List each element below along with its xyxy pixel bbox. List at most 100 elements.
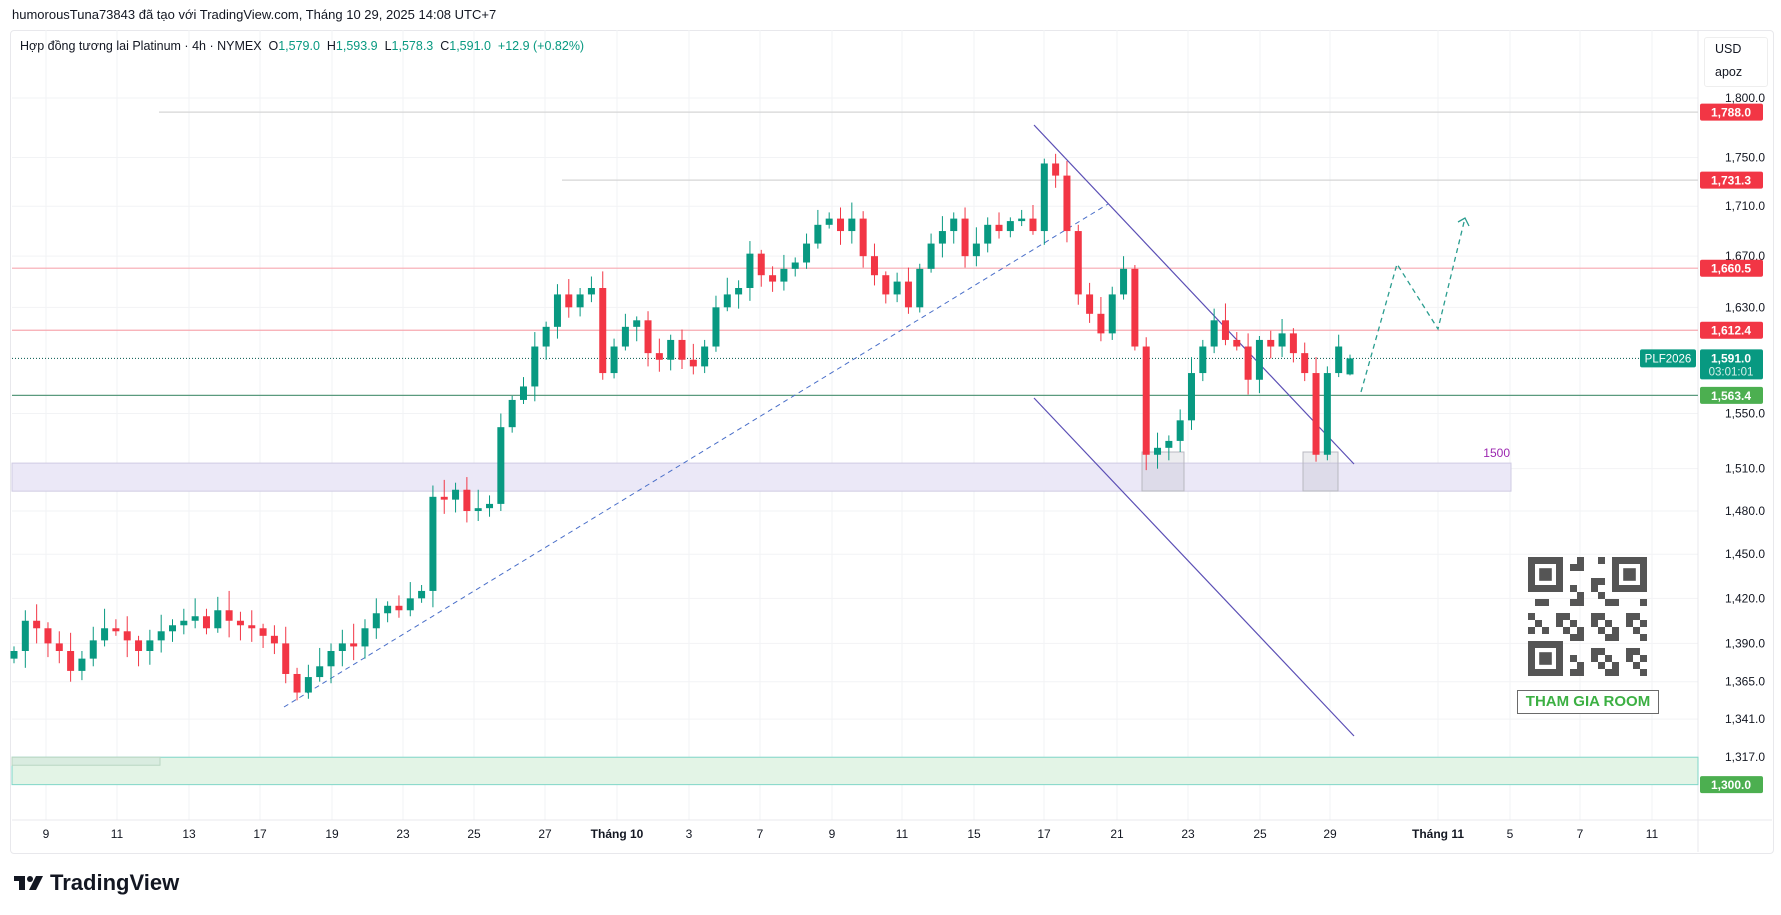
- candle-body: [995, 224, 1003, 232]
- x-tick-label: 7: [757, 827, 764, 841]
- unit-label[interactable]: apoz: [1715, 65, 1743, 79]
- qr-code-icon: [1528, 557, 1647, 676]
- price-label-bg: [1700, 349, 1763, 380]
- qr-module: [1633, 662, 1640, 669]
- candle-body: [33, 620, 41, 629]
- qr-finder-core: [1539, 652, 1552, 665]
- qr-finder-core: [1539, 568, 1552, 581]
- candle: [893, 272, 901, 303]
- candle: [508, 395, 516, 433]
- candle: [870, 243, 878, 286]
- candle-body: [10, 651, 18, 659]
- x-tick-label: 11: [111, 827, 124, 841]
- qr-module: [1598, 592, 1605, 599]
- candle: [780, 254, 788, 291]
- candle: [1063, 161, 1071, 243]
- candle: [1052, 153, 1060, 188]
- candle: [1323, 366, 1331, 461]
- currency-label[interactable]: USD: [1715, 42, 1742, 56]
- candle-body: [21, 620, 29, 652]
- candle-body: [950, 218, 958, 232]
- join-room-button[interactable]: THAM GIA ROOM: [1517, 690, 1659, 714]
- candle: [1187, 357, 1195, 430]
- candle: [123, 616, 131, 658]
- candle: [112, 619, 120, 636]
- candle-body: [803, 243, 811, 263]
- candle: [859, 211, 867, 268]
- candle-body: [1278, 333, 1286, 347]
- qr-module: [1577, 564, 1584, 571]
- candle-body: [1131, 268, 1139, 347]
- candle-body: [893, 281, 901, 295]
- qr-module: [1563, 627, 1570, 634]
- candle: [372, 598, 380, 639]
- candle-body: [1052, 163, 1060, 176]
- x-tick-label: 13: [182, 827, 196, 841]
- candle: [1097, 296, 1105, 342]
- candle: [1335, 334, 1343, 378]
- price-label-support: 1,563.4: [1711, 389, 1751, 403]
- x-tick-label: 3: [686, 827, 693, 841]
- candle-body: [678, 339, 686, 360]
- candle: [542, 321, 550, 360]
- currency-unit-box[interactable]: USD apoz: [1704, 37, 1768, 87]
- candle-body: [769, 275, 777, 282]
- candle: [735, 280, 743, 309]
- x-tick-label: 15: [967, 827, 981, 841]
- symbol-name[interactable]: Hợp đồng tương lai Platinum · 4h · NYMEX: [20, 39, 262, 53]
- qr-module: [1570, 634, 1577, 641]
- qr-module: [1563, 613, 1570, 620]
- candle: [214, 596, 222, 633]
- candle: [497, 413, 505, 512]
- x-tick-label: Tháng 10: [591, 827, 644, 841]
- candle-body: [497, 427, 505, 504]
- projection-path: [1360, 217, 1466, 393]
- qr-module: [1591, 585, 1598, 592]
- x-tick-label: 29: [1323, 827, 1337, 841]
- tradingview-logo[interactable]: TradingView: [14, 870, 179, 896]
- candle-body: [474, 508, 482, 512]
- candle-body: [667, 339, 675, 360]
- y-tick-label: 1,550.0: [1725, 407, 1765, 421]
- candle-body: [486, 503, 494, 509]
- candle: [338, 629, 346, 667]
- candle: [146, 629, 154, 665]
- candle: [67, 632, 75, 682]
- price-label-bg: [1700, 171, 1763, 189]
- candle: [723, 277, 731, 312]
- x-tick-label: 25: [467, 827, 481, 841]
- qr-module: [1598, 557, 1605, 564]
- zone-label-1500: 1500: [1483, 446, 1510, 460]
- candle-body: [870, 256, 878, 276]
- qr-module: [1605, 620, 1612, 627]
- candle: [293, 667, 301, 701]
- candle-body: [1244, 346, 1252, 380]
- qr-module: [1542, 599, 1549, 606]
- qr-module: [1598, 648, 1605, 655]
- candle-body: [202, 616, 210, 629]
- candle-body: [916, 268, 924, 308]
- candle-body: [519, 386, 527, 400]
- qr-module: [1612, 669, 1619, 676]
- qr-module: [1605, 655, 1612, 662]
- candle-body: [123, 631, 131, 641]
- candle-body: [780, 268, 788, 282]
- close-label: C: [440, 39, 450, 53]
- qr-module: [1556, 613, 1563, 620]
- qr-module: [1535, 599, 1542, 606]
- candle: [689, 343, 697, 375]
- candle-body: [723, 294, 731, 308]
- qr-module: [1591, 578, 1598, 585]
- candle: [1040, 158, 1048, 245]
- qr-module: [1591, 655, 1598, 662]
- candle: [825, 212, 833, 229]
- candle: [1233, 332, 1241, 351]
- high-label: H: [326, 39, 336, 53]
- candle-body: [712, 307, 720, 347]
- close-value: 1,591.0: [449, 39, 491, 53]
- candle-body: [112, 628, 120, 632]
- candle: [565, 279, 573, 318]
- candle: [452, 482, 460, 513]
- qr-module: [1577, 627, 1584, 634]
